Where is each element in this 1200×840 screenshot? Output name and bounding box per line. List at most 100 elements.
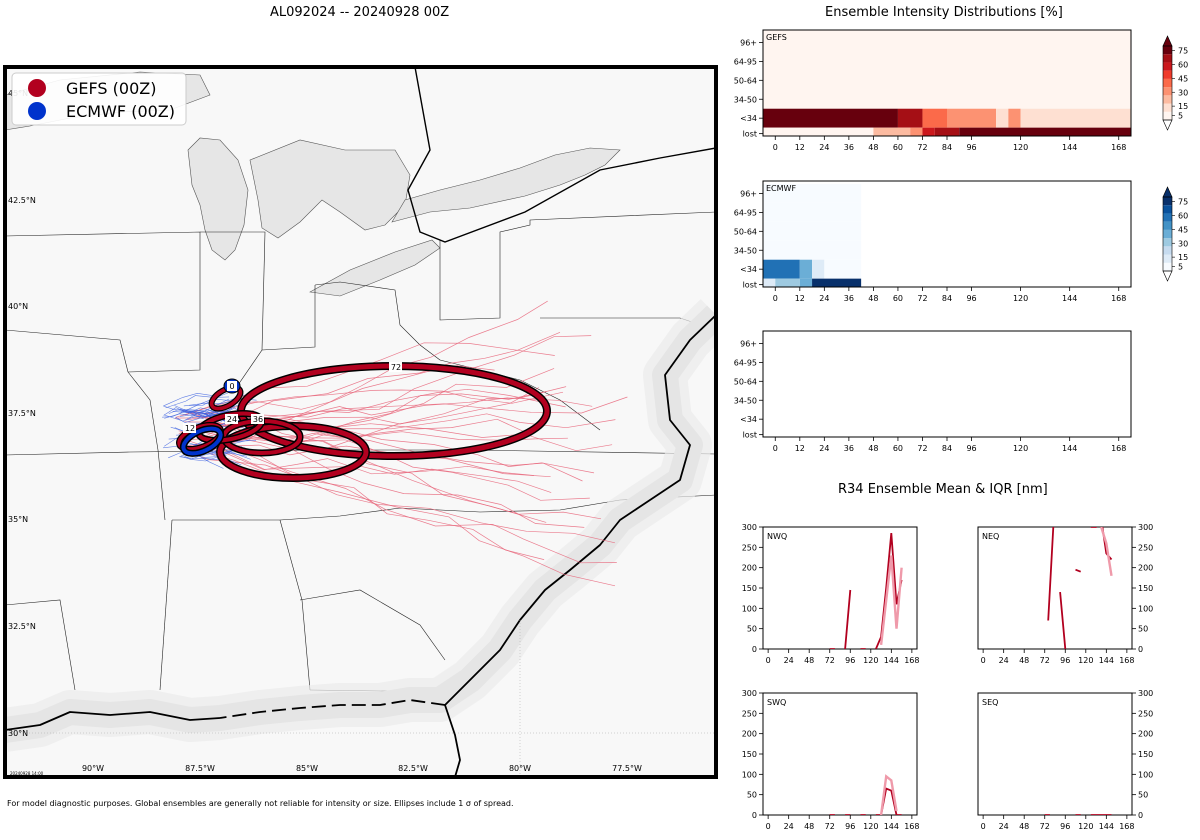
y-tick-label: 50-64 — [734, 227, 757, 236]
y-tick-label: 200 — [742, 564, 757, 573]
x-tick-label: 48 — [868, 294, 878, 303]
lon-label: 87.5°W — [185, 764, 215, 773]
chart-title: SWQ — [767, 698, 786, 707]
y-tick-label: 200 — [1138, 730, 1153, 739]
x-tick-label: 12 — [795, 444, 805, 453]
x-tick-label: 60 — [893, 444, 903, 453]
r34-chart-neq: NEQ 0 24 48 72 96 120 144 168 0 50 100 150 200 250 300 — [977, 523, 1153, 665]
heatmap-cell — [947, 108, 997, 128]
x-tick-label: 0 — [981, 822, 986, 831]
heatmap-cell — [812, 259, 825, 279]
ecmwf-member-track — [174, 398, 230, 413]
colorbar-extend-top — [1162, 35, 1173, 47]
iqr-series-line — [879, 774, 898, 815]
mean-series-line — [829, 533, 903, 649]
ecmwf-member-track — [172, 410, 229, 420]
y-tick-label: 300 — [742, 689, 757, 698]
heatmap-cell — [763, 127, 874, 136]
heatmap-cell — [799, 259, 813, 279]
intl-border — [407, 67, 716, 243]
heatmap-cell — [934, 127, 960, 136]
y-tick-label: 200 — [742, 730, 757, 739]
colorbar-segment — [1163, 238, 1172, 247]
x-tick-label: 144 — [884, 822, 899, 831]
x-tick-label: 60 — [893, 294, 903, 303]
lon-label: 85°W — [296, 764, 318, 773]
colorbar-extend-bottom — [1162, 119, 1173, 131]
y-tick-label: 50 — [1138, 625, 1148, 634]
ecmwf-member-track — [181, 401, 251, 415]
chart-title: NEQ — [982, 532, 999, 541]
x-tick-label: 168 — [1119, 656, 1134, 665]
chart-title: SEQ — [982, 698, 998, 707]
x-tick-label: 96 — [1060, 656, 1070, 665]
heatmap-cell — [996, 108, 1009, 128]
lake-huron — [249, 139, 411, 239]
colorbar-segment — [1163, 62, 1172, 71]
heatmap-cell — [1020, 108, 1131, 128]
colorbar-segment — [1163, 205, 1172, 214]
colorbar-frame — [1162, 196, 1173, 272]
fh-label-24: 24 — [227, 415, 237, 424]
x-tick-label: 12 — [795, 294, 805, 303]
heatmap-cell — [922, 127, 935, 136]
x-tick-label: 96 — [845, 822, 855, 831]
map-grid — [5, 620, 716, 777]
y-tick-label: 150 — [1138, 750, 1153, 759]
x-tick-label: 120 — [863, 656, 878, 665]
heatmap-cell — [824, 259, 862, 279]
colorbar-segment — [1163, 197, 1172, 206]
x-tick-label: 120 — [863, 822, 878, 831]
map-axis-labels: 45°N 42.5°N 40°N 37.5°N 35°N 32.5°N 30°N… — [8, 89, 642, 776]
fh-label-0: 0 — [229, 382, 234, 391]
colorbar-frame — [1162, 45, 1173, 121]
x-tick-label: 0 — [766, 822, 771, 831]
map-timestamp: 20240928 14:00 — [10, 771, 44, 776]
heatmap-cell — [763, 184, 862, 203]
x-tick-label: 0 — [773, 294, 778, 303]
y-tick-label: 0 — [1138, 645, 1143, 654]
x-tick-label: 96 — [966, 143, 976, 152]
colorbar-tick-label: 30 — [1178, 88, 1188, 97]
heatmap-cell — [812, 278, 862, 287]
y-tick-label: 150 — [1138, 584, 1153, 593]
x-tick-label: 144 — [1099, 822, 1114, 831]
colorbar-segment — [1163, 87, 1172, 96]
y-tick-label: 100 — [1138, 604, 1153, 613]
colorbar-tick-label: 60 — [1178, 212, 1188, 221]
intensity-heatmap-2: ECMWF 96+ 64-95 50-64 34-50 <34 lost 0 12 24 36 48 6… — [734, 180, 1132, 303]
x-tick-label: 96 — [966, 444, 976, 453]
y-tick-label: 100 — [1138, 770, 1153, 779]
gefs-member-track — [184, 387, 540, 443]
x-tick-label: 96 — [845, 656, 855, 665]
x-tick-label: 120 — [1013, 143, 1028, 152]
lat-label: 35°N — [8, 515, 28, 524]
ecmwf-member-track — [185, 405, 235, 421]
x-tick-label: 120 — [1013, 294, 1028, 303]
r34-title: R34 Ensemble Mean & IQR [nm] — [838, 482, 1048, 497]
y-tick-label: 100 — [742, 770, 757, 779]
lon-label: 77.5°W — [612, 764, 642, 773]
x-tick-label: 168 — [1119, 822, 1134, 831]
x-tick-label: 144 — [1062, 294, 1077, 303]
y-tick-label: 300 — [1138, 523, 1153, 532]
y-tick-label: 34-50 — [734, 246, 757, 255]
colorbar-segment — [1163, 78, 1172, 88]
y-tick-label: <34 — [740, 415, 757, 424]
map-frame — [3, 65, 718, 779]
y-tick-label: 200 — [1138, 564, 1153, 573]
x-tick-label: 144 — [1062, 143, 1077, 152]
y-tick-label: 34-50 — [734, 95, 757, 104]
x-tick-label: 60 — [893, 143, 903, 152]
y-tick-label: 0 — [752, 811, 757, 820]
colorbar-tick-label: 5 — [1178, 262, 1183, 271]
heatmap-cell — [873, 127, 911, 136]
colorbar-segment — [1163, 229, 1172, 239]
x-tick-label: 24 — [819, 444, 829, 453]
chart-frame — [977, 526, 1133, 650]
y-tick-label: 0 — [1138, 811, 1143, 820]
heatmap-cell — [910, 127, 923, 136]
colorbar-tick-label: 15 — [1178, 102, 1188, 111]
x-tick-label: 0 — [981, 656, 986, 665]
forecast-hour-labels: 0 12 24 36 72 — [183, 362, 402, 433]
